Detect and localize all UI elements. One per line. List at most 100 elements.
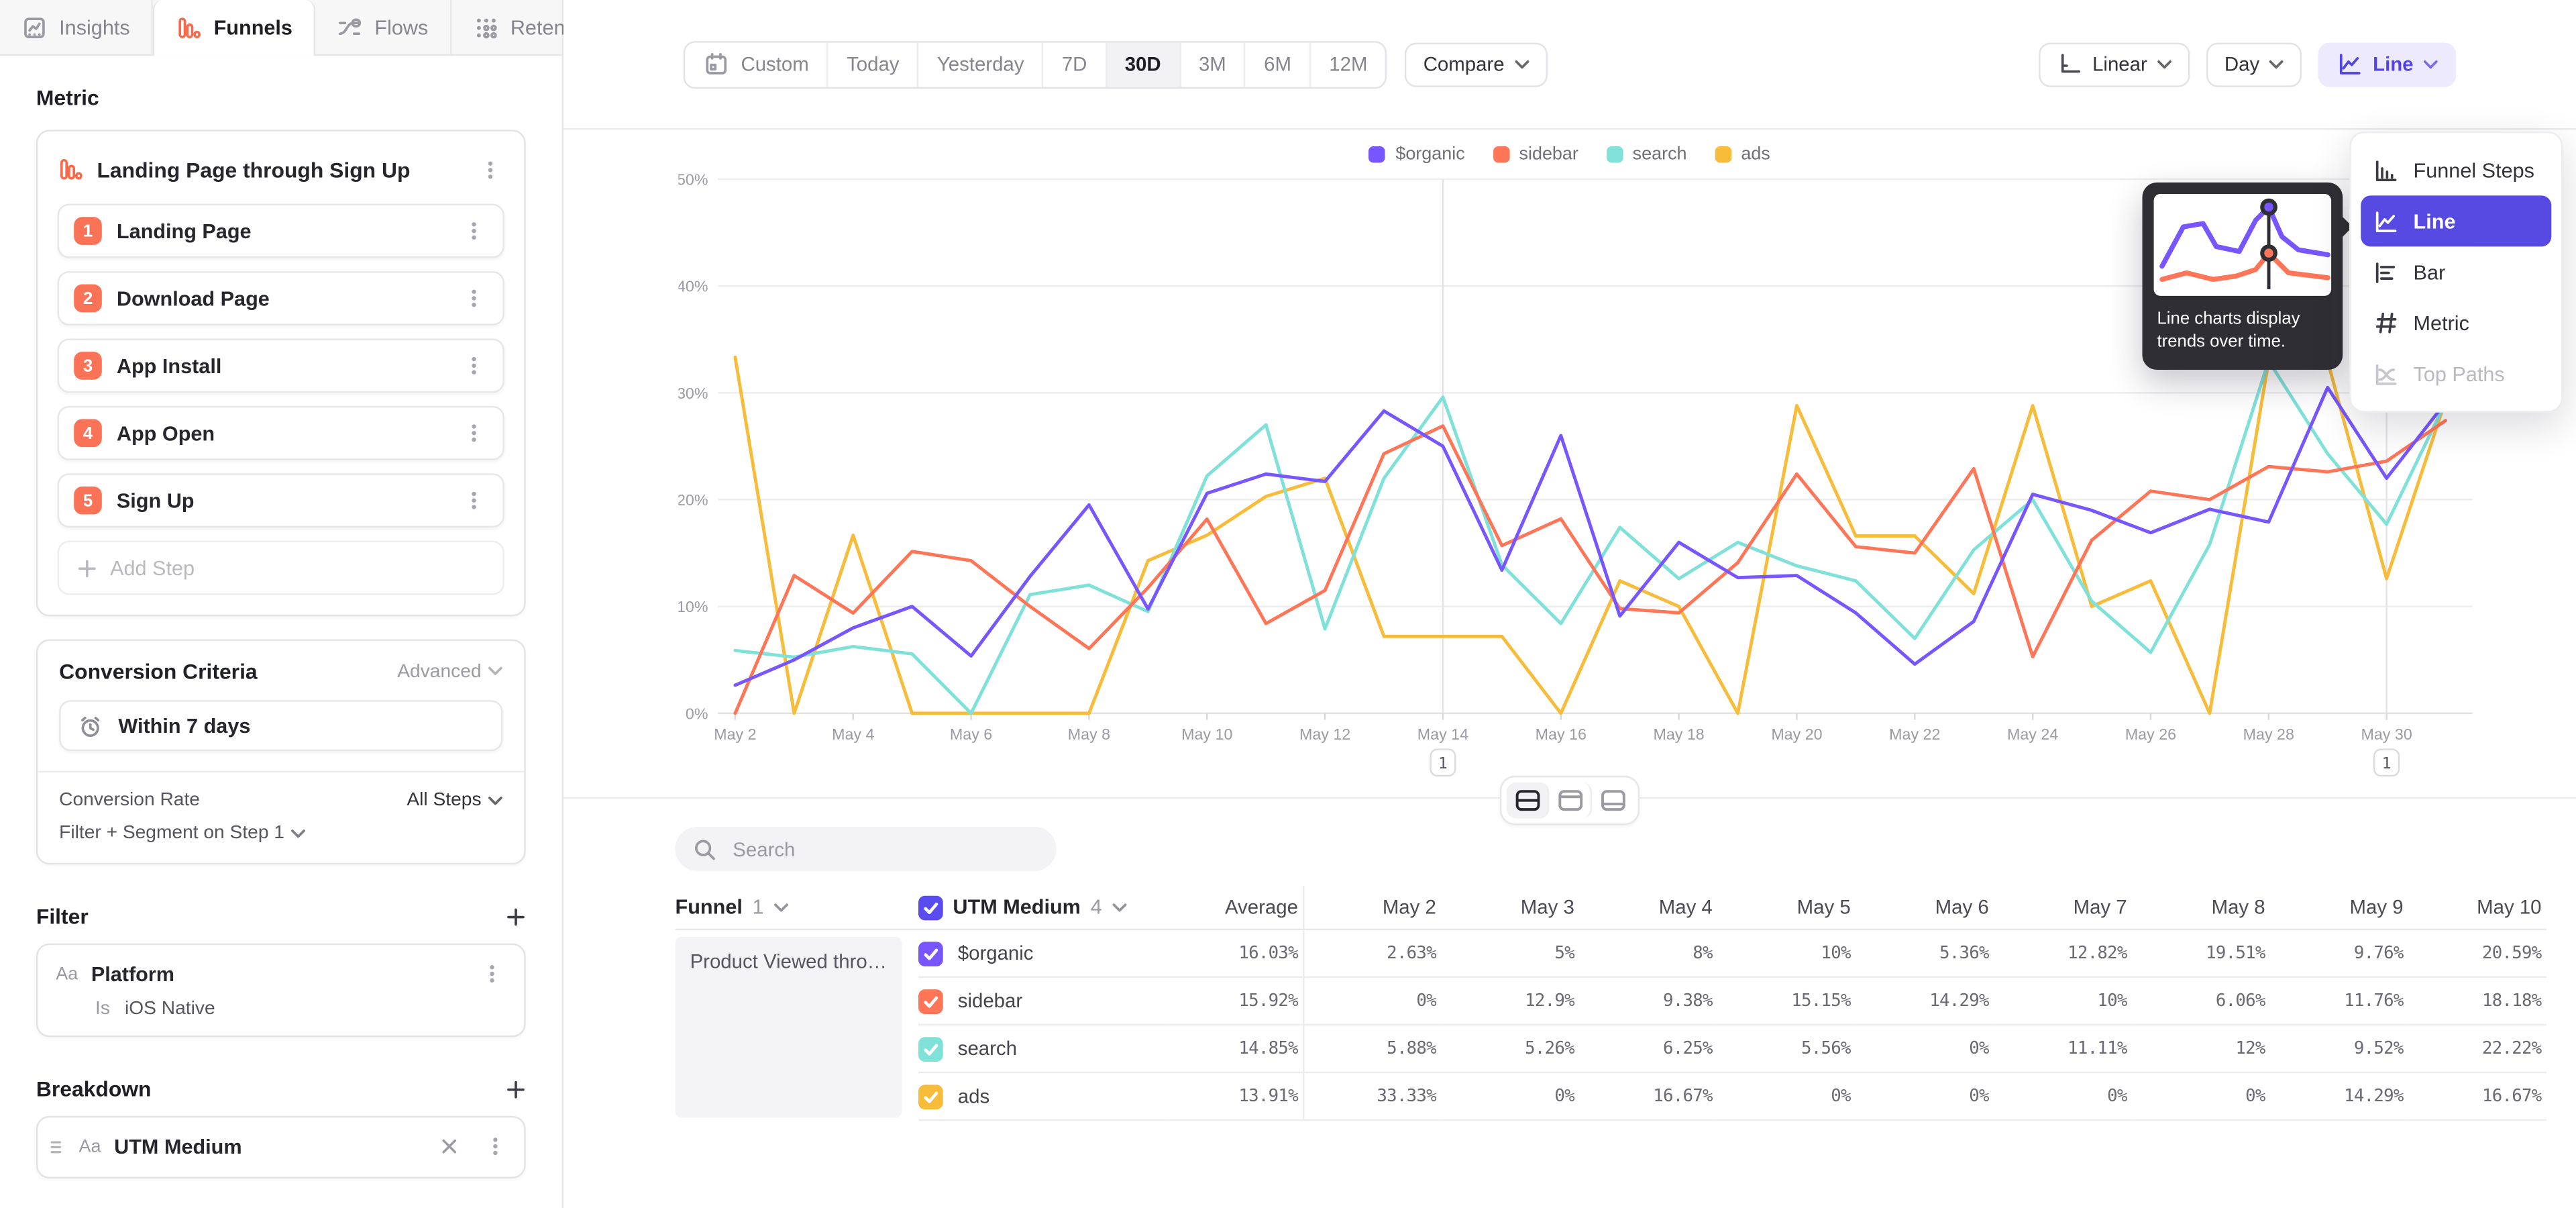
- funnel-cell[interactable]: Product Viewed through P...: [676, 937, 902, 1117]
- granularity-label: Day: [2224, 52, 2259, 75]
- x-axis-label: May 20: [1771, 725, 1822, 743]
- series-checkbox[interactable]: [918, 1084, 943, 1109]
- scale-dropdown[interactable]: Linear: [2038, 42, 2190, 86]
- breakdown-selector[interactable]: UTM Medium4: [918, 886, 1165, 930]
- tab-funnels[interactable]: Funnels: [153, 0, 315, 56]
- conversion-rate-dropdown[interactable]: All Steps: [407, 791, 502, 810]
- kebab-menu-icon[interactable]: [460, 285, 488, 313]
- series-name: $organic: [958, 942, 1034, 964]
- divider: [38, 771, 524, 772]
- layout-chart-button[interactable]: [1549, 783, 1592, 819]
- range-custom[interactable]: Custom: [685, 42, 828, 86]
- breakdown-card: Aa UTM Medium: [36, 1116, 526, 1178]
- funnel-step[interactable]: 4App Open: [58, 406, 504, 460]
- funnel-steps-icon: [2372, 157, 2398, 183]
- range-12m[interactable]: 12M: [1311, 42, 1385, 86]
- chart-type-dropdown[interactable]: Line: [2318, 42, 2456, 86]
- query-builder: Metric Landing Page through Sign Up 1Lan…: [0, 56, 562, 1208]
- y-axis-label: 30%: [678, 385, 708, 402]
- chevron-down-icon: [773, 901, 788, 913]
- bar-chart-icon: [2372, 259, 2398, 285]
- kebab-menu-icon[interactable]: [482, 1132, 510, 1160]
- tab-flows[interactable]: Flows: [315, 0, 451, 54]
- advanced-dropdown[interactable]: Advanced: [397, 662, 502, 681]
- funnel-step[interactable]: 1Landing Page: [58, 204, 504, 258]
- series-line-ads[interactable]: [735, 357, 2446, 713]
- granularity-dropdown[interactable]: Day: [2206, 42, 2302, 86]
- layout-split-button[interactable]: [1507, 783, 1550, 819]
- breakdown-label: Breakdown: [36, 1076, 152, 1101]
- chevron-down-icon: [2157, 58, 2171, 70]
- filter-property[interactable]: Platform: [91, 962, 465, 985]
- column-header: May 7: [1994, 886, 2132, 930]
- table-row-label: search: [918, 1025, 1165, 1073]
- breakdown-property[interactable]: UTM Medium: [114, 1135, 427, 1158]
- chevron-down-icon: [488, 666, 502, 677]
- range-yesterday[interactable]: Yesterday: [919, 42, 1044, 86]
- search-input[interactable]: [729, 836, 1038, 862]
- table-value-cell: 14.29%: [2270, 1073, 2408, 1121]
- filter-segment-dropdown[interactable]: Filter + Segment on Step 1: [59, 823, 502, 846]
- funnel-selector[interactable]: Funnel1: [676, 886, 918, 930]
- filter-section-header: Filter: [36, 904, 526, 929]
- table-value-cell: 11.11%: [1994, 1025, 2132, 1073]
- range-6m[interactable]: 6M: [1246, 42, 1311, 86]
- search-icon: [693, 838, 716, 860]
- series-line-organic[interactable]: [735, 387, 2446, 685]
- table-value-cell: 12.9%: [1441, 978, 1579, 1025]
- kebab-menu-icon[interactable]: [460, 419, 488, 447]
- conversion-criteria-title: Conversion Criteria: [59, 659, 257, 684]
- insights-icon: [21, 14, 48, 40]
- series-checkbox[interactable]: [918, 941, 943, 966]
- menu-item-funnel-steps[interactable]: Funnel Steps: [2361, 145, 2551, 196]
- kebab-menu-icon[interactable]: [460, 217, 488, 245]
- range-3m[interactable]: 3M: [1181, 42, 1246, 86]
- series-checkbox[interactable]: [918, 989, 943, 1013]
- menu-item-bar[interactable]: Bar: [2361, 246, 2551, 297]
- breakdown-selector-label: UTM Medium: [953, 896, 1080, 919]
- conversion-rate-value: All Steps: [407, 791, 481, 810]
- chevron-down-icon: [1112, 901, 1126, 913]
- funnel-step[interactable]: 3App Install: [58, 338, 504, 393]
- add-breakdown-button[interactable]: [506, 1079, 525, 1099]
- range-7d[interactable]: 7D: [1044, 42, 1107, 86]
- table-value-cell: 0%: [1717, 1073, 1856, 1121]
- add-filter-button[interactable]: [506, 907, 525, 926]
- kebab-menu-icon[interactable]: [478, 960, 506, 988]
- range-today[interactable]: Today: [828, 42, 919, 86]
- conversion-criteria-card: Conversion Criteria Advanced Within 7 da…: [36, 640, 526, 865]
- kebab-menu-icon[interactable]: [476, 155, 504, 183]
- range-30d[interactable]: 30D: [1107, 42, 1181, 86]
- layout-table-button[interactable]: [1592, 783, 1633, 819]
- filter-operator[interactable]: Is: [95, 999, 110, 1019]
- filter-value[interactable]: iOS Native: [125, 999, 215, 1019]
- add-step-label: Add Step: [110, 556, 195, 579]
- table-value-cell: 0%: [1441, 1073, 1579, 1121]
- conversion-window-button[interactable]: Within 7 days: [59, 700, 502, 751]
- add-step-button[interactable]: Add Step: [58, 541, 504, 595]
- remove-breakdown-button[interactable]: [440, 1138, 458, 1156]
- range-label: Today: [847, 52, 899, 75]
- funnel-step[interactable]: 2Download Page: [58, 271, 504, 325]
- tab-insights[interactable]: Insights: [0, 0, 153, 54]
- series-checkbox[interactable]: [918, 1036, 943, 1061]
- compare-button[interactable]: Compare: [1405, 42, 1547, 86]
- drag-handle-icon[interactable]: [49, 1138, 62, 1154]
- series-line-search[interactable]: [735, 361, 2446, 713]
- funnel-metric-icon: [58, 156, 84, 183]
- funnel-step[interactable]: 5Sign Up: [58, 473, 504, 527]
- breakdown-table: Funnel1UTM Medium4AverageMay 2May 3May 4…: [676, 886, 2546, 1121]
- breakdown-checkbox[interactable]: [918, 895, 943, 919]
- table-value-cell: 19.51%: [2132, 930, 2270, 978]
- step-number-badge: 2: [74, 285, 102, 313]
- chart-toolbar: Custom Today Yesterday 7D30D3M6M12M Compare…: [564, 0, 2576, 130]
- menu-item-line[interactable]: Line: [2361, 195, 2551, 246]
- y-axis-label: 50%: [678, 171, 708, 189]
- table-value-cell: 14.85%: [1165, 1025, 1303, 1073]
- kebab-menu-icon[interactable]: [460, 487, 488, 515]
- y-axis-label: 20%: [678, 491, 708, 509]
- menu-item-metric[interactable]: Metric: [2361, 297, 2551, 348]
- kebab-menu-icon[interactable]: [460, 352, 488, 380]
- table-value-cell: 10%: [1717, 930, 1856, 978]
- range-label: Yesterday: [937, 52, 1024, 75]
